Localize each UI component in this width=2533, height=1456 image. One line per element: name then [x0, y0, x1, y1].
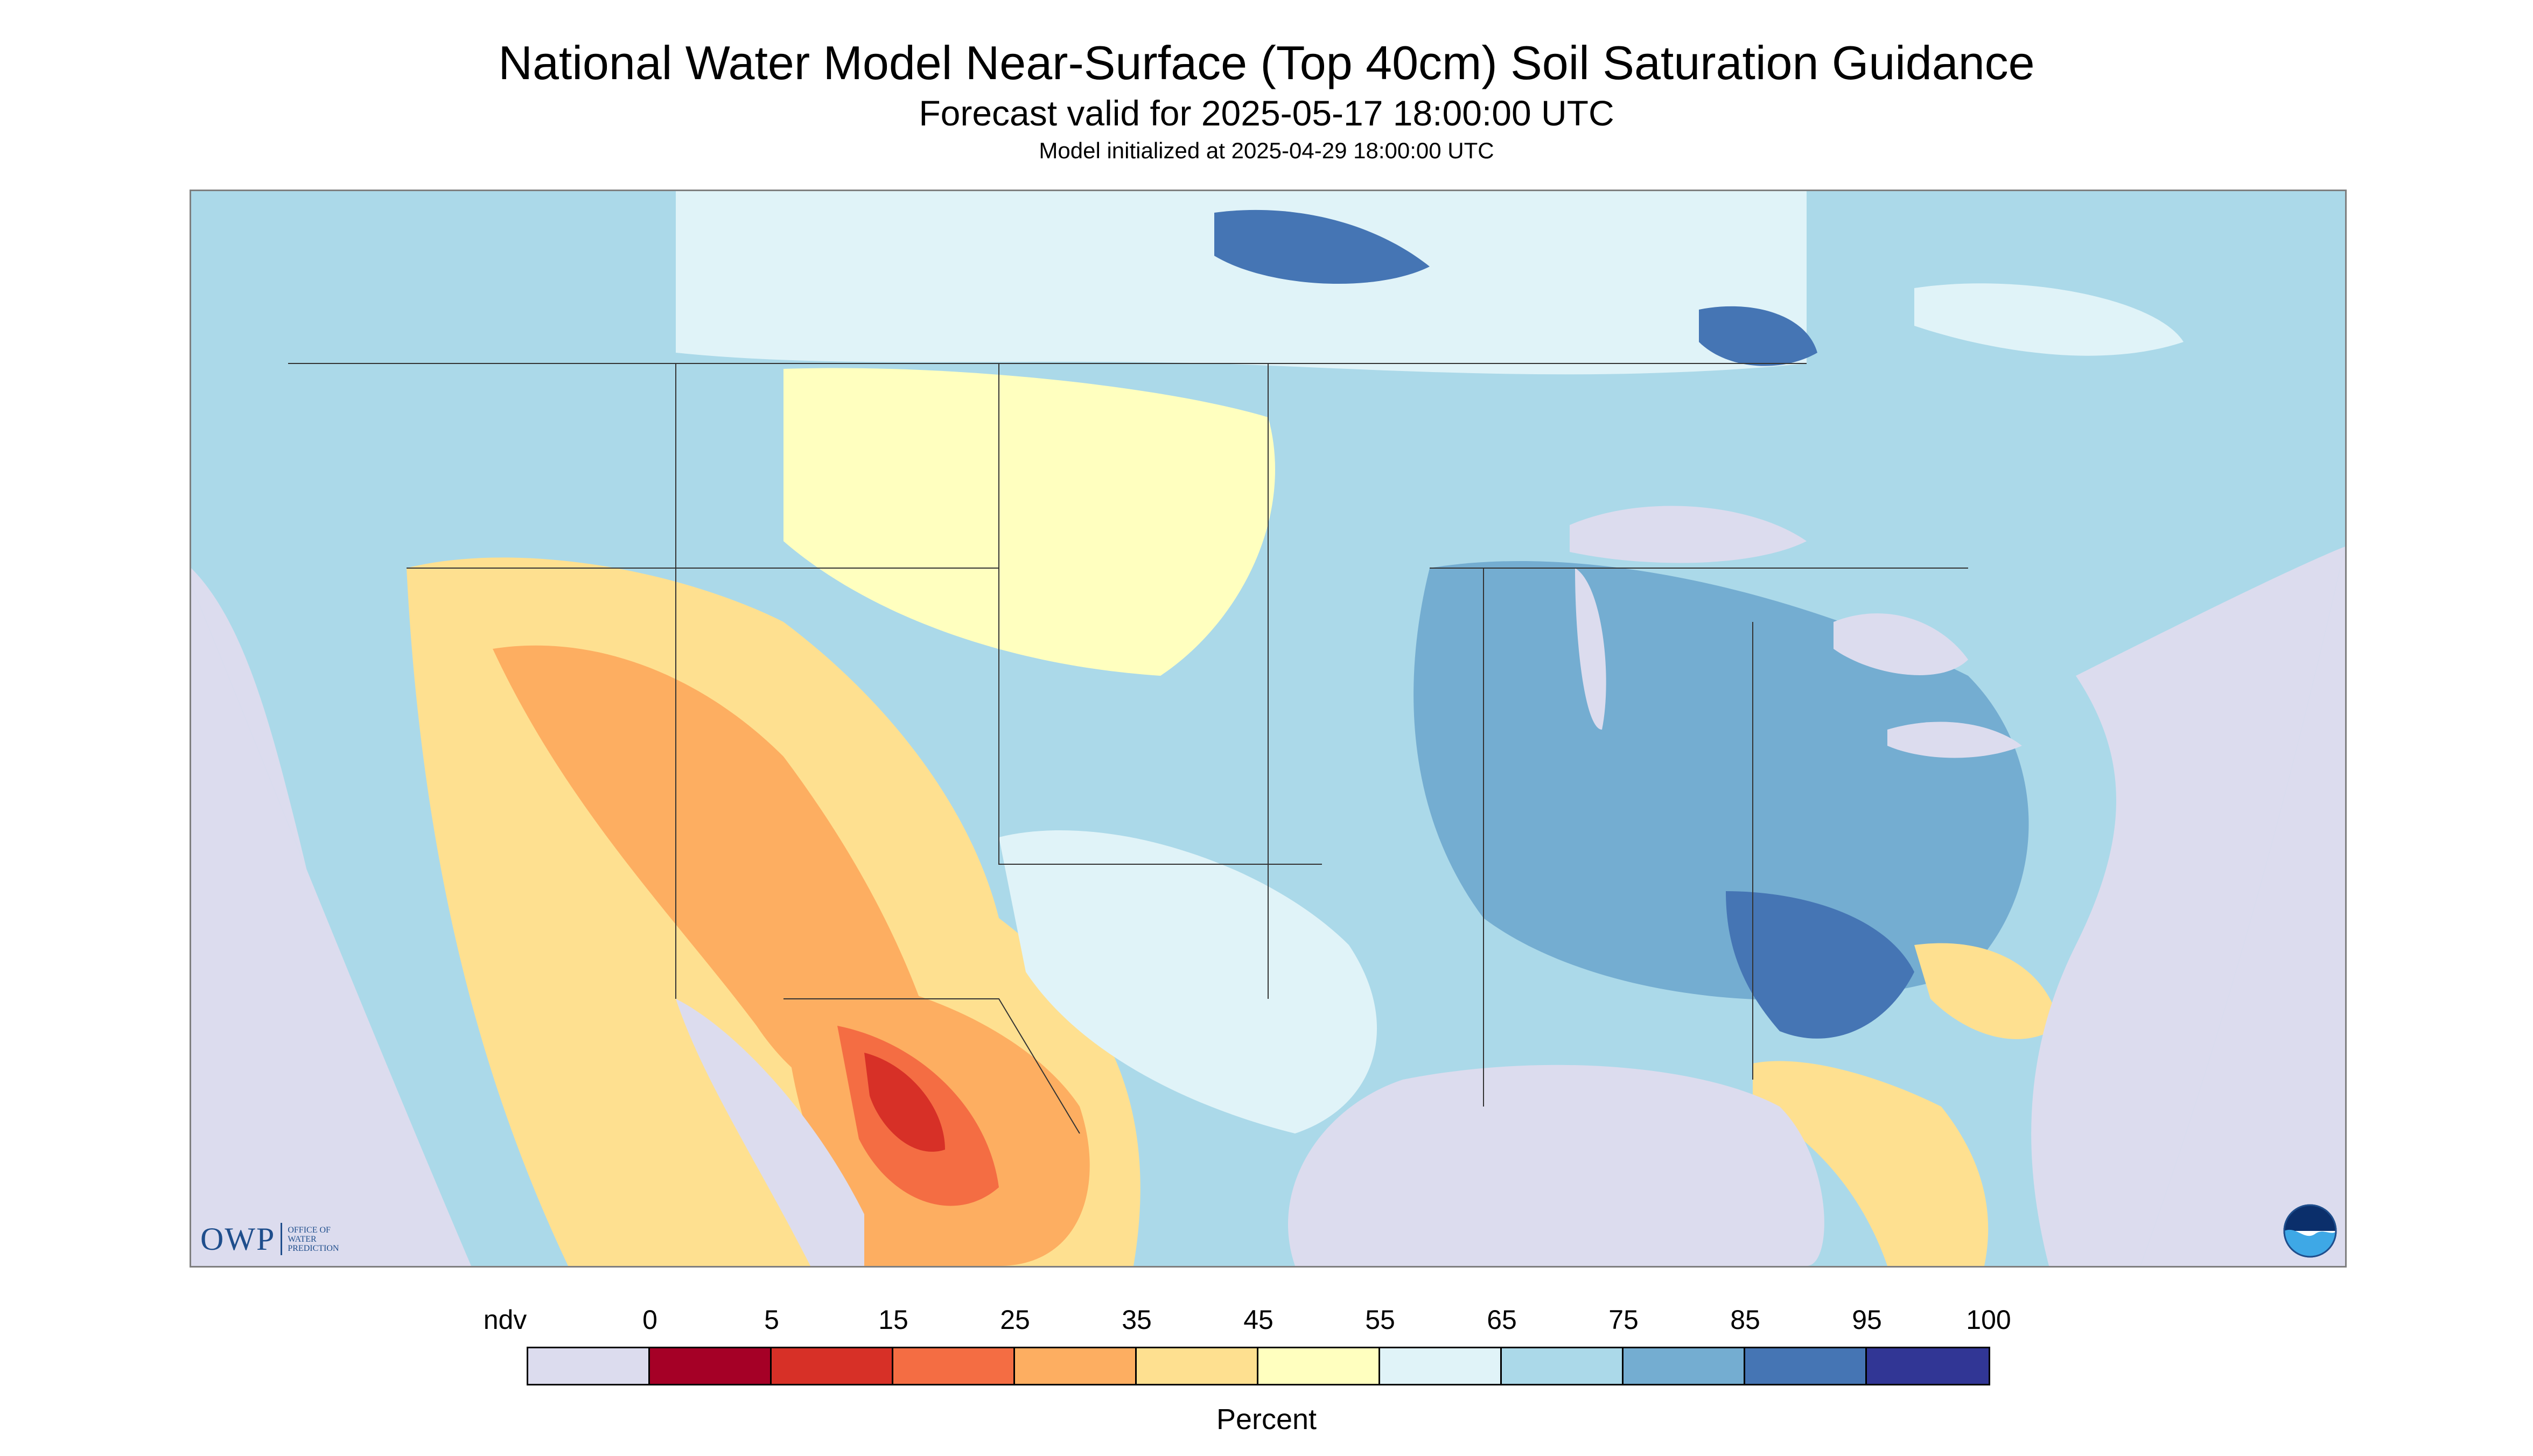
ontario-wet-zone — [1699, 306, 1817, 366]
owp-logo-letters: OWP — [200, 1221, 276, 1257]
state-borders — [288, 363, 1968, 1134]
owp-logo-divider — [281, 1223, 283, 1255]
legend-swatch — [528, 1348, 650, 1384]
legend-unit-label: Percent — [1216, 1403, 1317, 1436]
gulf-of-california — [676, 999, 864, 1266]
legend-swatch — [1380, 1348, 1502, 1384]
forecast-valid-subtitle: Forecast valid for 2025-05-17 18:00:00 U… — [919, 93, 1614, 133]
legend-swatch — [650, 1348, 772, 1384]
lake-huron — [1834, 613, 1968, 675]
legend-swatch — [1015, 1348, 1137, 1384]
legend-tick-label: 55 — [1365, 1305, 1395, 1335]
texas-moderate-zone — [999, 830, 1377, 1133]
legend-tick-label: 15 — [878, 1305, 908, 1335]
model-init-subtitle: Model initialized at 2025-04-29 18:00:00… — [1039, 138, 1494, 163]
legend-swatch — [1137, 1348, 1258, 1384]
owp-logo: OWP OFFICE OF WATER PREDICTION — [200, 1220, 363, 1258]
legend-tick-label: 65 — [1487, 1305, 1517, 1335]
legend-swatch — [1745, 1348, 1867, 1384]
us-mexico-border — [783, 998, 1080, 1134]
legend-tick-label: 85 — [1730, 1305, 1760, 1335]
legend-swatch — [893, 1348, 1015, 1384]
lake-erie — [1887, 722, 2022, 758]
plains-dry-zone — [783, 368, 1276, 676]
carolina-dry-zone — [1914, 943, 2060, 1039]
noaa-logo-icon — [2283, 1204, 2337, 1258]
legend-tick-label: 25 — [1000, 1305, 1030, 1335]
florida-dry-zone — [1753, 1061, 1989, 1266]
legend-tick-label: 100 — [1966, 1305, 2011, 1335]
lake-superior — [1570, 506, 1807, 563]
legend-tick-label: 5 — [764, 1305, 779, 1335]
map-title: National Water Model Near-Surface (Top 4… — [498, 36, 2035, 89]
gulf-of-mexico — [1288, 1065, 1824, 1266]
quebec-moderate-zone — [1914, 283, 2184, 356]
legend-tick-label: 75 — [1608, 1305, 1639, 1335]
legend-colorbar — [527, 1347, 1990, 1385]
legend-tick-label: 0 — [642, 1305, 657, 1335]
legend-swatch — [1258, 1348, 1380, 1384]
kentucky-very-wet-zone — [1726, 891, 1914, 1039]
legend-swatch — [1624, 1348, 1745, 1384]
soil-saturation-map — [190, 190, 2347, 1268]
lake-michigan — [1575, 568, 1606, 730]
sonora-extreme-dry-zone — [864, 1053, 945, 1152]
east-wet-zone — [1414, 561, 2029, 1000]
color-legend: ndv 0 5 15 25 35 45 55 65 75 85 95 100 Percent — [0, 1292, 2533, 1454]
legend-swatch — [772, 1348, 893, 1384]
map-canvas — [191, 191, 2345, 1266]
hudson-wet-zone — [1214, 209, 1430, 284]
canada-moderate-zone — [676, 191, 1807, 375]
legend-swatch — [1867, 1348, 1989, 1384]
owp-logo-text: OFFICE OF WATER PREDICTION — [288, 1225, 339, 1253]
legend-tick-label: 95 — [1852, 1305, 1882, 1335]
legend-tick-label: 35 — [1122, 1305, 1152, 1335]
legend-tick-label: ndv — [483, 1305, 527, 1335]
legend-swatch — [1502, 1348, 1624, 1384]
legend-tick-label: 45 — [1243, 1305, 1274, 1335]
